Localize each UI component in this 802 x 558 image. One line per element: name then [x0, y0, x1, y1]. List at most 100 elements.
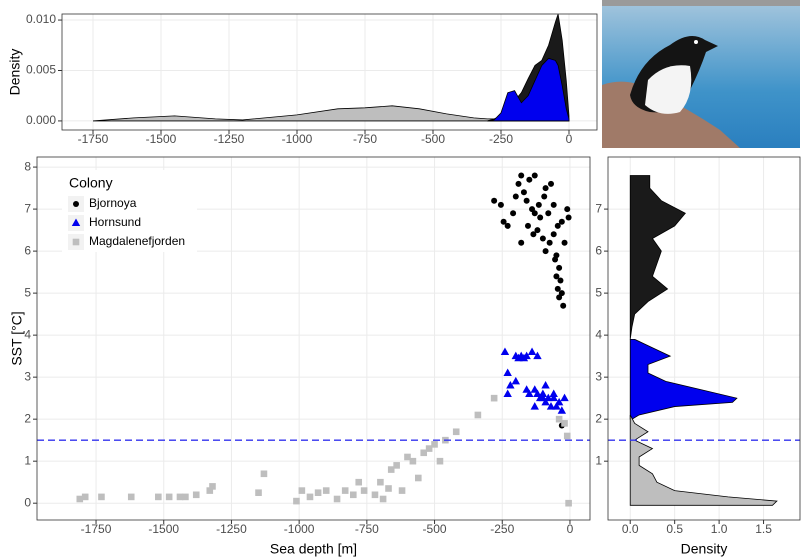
point: [518, 240, 524, 246]
point: [524, 198, 530, 204]
point: [548, 181, 554, 187]
point: [557, 278, 563, 284]
point: [543, 248, 549, 254]
x-axis-title: Density: [681, 541, 728, 557]
point: [551, 231, 557, 237]
point: [561, 420, 568, 427]
x-tick-label: 1.0: [711, 522, 728, 536]
point: [526, 177, 532, 183]
x-tick-label: -1750: [78, 132, 109, 146]
photo: [602, 0, 800, 148]
point: [355, 479, 362, 486]
point: [415, 475, 422, 482]
figure: -1750-1500-1250-1000-750-500-25000.0000.…: [0, 0, 802, 558]
point: [555, 223, 561, 229]
point: [299, 487, 306, 494]
x-tick-label: -500: [421, 132, 445, 146]
y-axis-title: SST [°C]: [9, 311, 25, 365]
photo-strip: [602, 0, 800, 6]
point: [565, 500, 572, 507]
point: [307, 494, 314, 501]
legend-label: Bjornoya: [89, 196, 137, 210]
point: [521, 189, 527, 195]
point: [315, 489, 322, 496]
point: [510, 210, 516, 216]
point: [399, 487, 406, 494]
point: [551, 202, 557, 208]
point: [541, 193, 547, 199]
point: [559, 290, 565, 296]
point: [350, 491, 357, 498]
point: [475, 412, 482, 419]
y-tick-label: 0.010: [26, 12, 56, 26]
x-tick-label: -250: [489, 132, 513, 146]
x-tick-label: -1750: [81, 522, 112, 536]
x-tick-label: 0.0: [622, 522, 639, 536]
x-tick-label: -750: [353, 132, 377, 146]
legend-marker: [73, 239, 80, 246]
y-tick-label: 3: [24, 369, 31, 383]
point: [82, 494, 89, 501]
x-tick-label: -1000: [284, 522, 315, 536]
point: [98, 494, 105, 501]
point: [155, 494, 162, 501]
point: [547, 240, 553, 246]
point: [498, 202, 504, 208]
y-tick-label: 3: [595, 369, 602, 383]
point: [537, 215, 543, 221]
point: [410, 458, 417, 465]
y-tick-label: 7: [24, 201, 31, 215]
point: [540, 236, 546, 242]
point: [255, 489, 262, 496]
point: [513, 193, 519, 199]
point: [518, 172, 524, 178]
x-tick-label: 1.5: [755, 522, 772, 536]
point: [128, 494, 135, 501]
x-tick-label: -500: [423, 522, 447, 536]
y-tick-label: 6: [24, 243, 31, 257]
x-tick-label: -750: [355, 522, 379, 536]
y-tick-label: 0.005: [26, 63, 56, 77]
point: [505, 223, 511, 229]
point: [556, 265, 562, 271]
point: [525, 223, 531, 229]
point: [182, 494, 189, 501]
y-tick-label: 4: [595, 327, 602, 341]
point: [393, 462, 400, 469]
x-tick-label: -1000: [282, 132, 313, 146]
point: [543, 185, 549, 191]
point: [516, 181, 522, 187]
x-tick-label: 0.5: [666, 522, 683, 536]
x-tick-label: -250: [490, 522, 514, 536]
y-tick-label: 1: [595, 453, 602, 467]
y-axis-title: Density: [7, 49, 23, 96]
point: [545, 210, 551, 216]
point: [293, 498, 300, 505]
point: [372, 491, 379, 498]
y-tick-label: 1: [24, 453, 31, 467]
point: [380, 496, 387, 503]
point: [323, 487, 330, 494]
y-tick-label: 5: [24, 285, 31, 299]
x-tick-label: -1500: [148, 522, 179, 536]
photo-bird-eye: [694, 40, 698, 44]
y-tick-label: 4: [24, 327, 31, 341]
y-tick-label: 7: [595, 201, 602, 215]
y-tick-label: 2: [595, 411, 602, 425]
x-tick-label: -1250: [214, 132, 245, 146]
point: [437, 458, 444, 465]
point: [342, 487, 349, 494]
y-tick-label: 8: [24, 159, 31, 173]
y-tick-label: 5: [595, 285, 602, 299]
y-tick-label: 6: [595, 243, 602, 257]
point: [261, 470, 268, 477]
x-tick-label: -1250: [216, 522, 247, 536]
point: [166, 494, 173, 501]
point: [564, 433, 571, 440]
point: [209, 483, 216, 490]
point: [377, 479, 384, 486]
legend-title: Colony: [69, 175, 113, 191]
point: [566, 215, 572, 221]
point: [532, 210, 538, 216]
legend-marker: [73, 201, 79, 207]
